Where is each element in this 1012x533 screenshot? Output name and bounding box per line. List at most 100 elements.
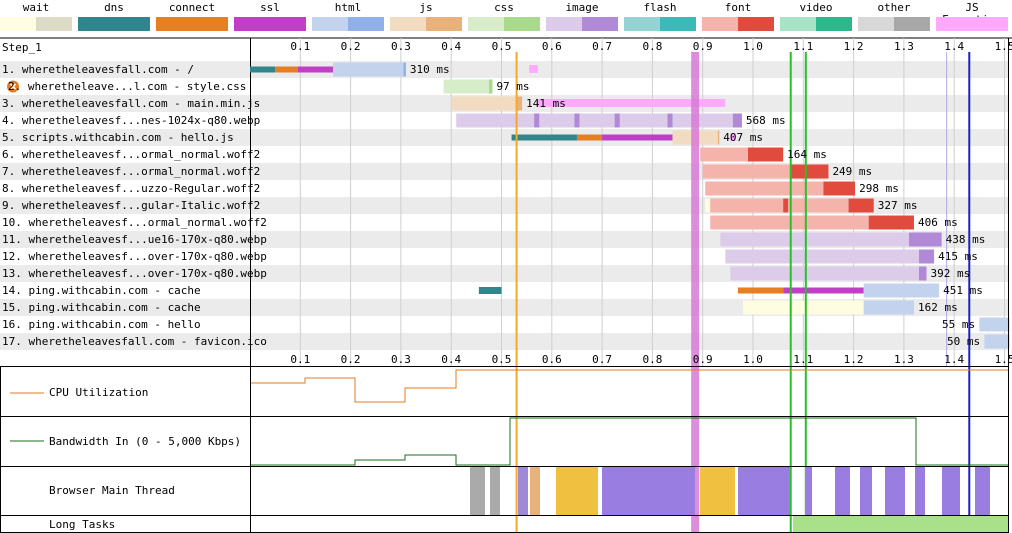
legend-label: connect xyxy=(168,1,216,14)
tick-label-bottom: 0.5 xyxy=(491,353,512,366)
request-label[interactable]: 12. wheretheleavesf...over-170x-q80.webp xyxy=(2,250,267,263)
request-label[interactable]: 9. wheretheleavesf...gular-Italic.woff2 xyxy=(2,199,261,212)
tick-label-top: 0.9 xyxy=(692,40,713,53)
main-thread-activity xyxy=(602,467,695,515)
bar-segment xyxy=(297,66,333,73)
legend-label: flash xyxy=(643,1,677,14)
row-band xyxy=(0,333,1008,350)
legend-label: js xyxy=(419,1,433,14)
tick-label-top: 0.6 xyxy=(541,40,562,53)
tick-label-top: 0.8 xyxy=(642,40,663,53)
bar-segment xyxy=(783,198,789,213)
request-label[interactable]: 1. wheretheleavesfall.com - / xyxy=(2,63,195,76)
bar-segment xyxy=(717,130,720,145)
bar-segment xyxy=(710,198,784,213)
tick-label-bottom: 0.7 xyxy=(592,353,613,366)
row-band xyxy=(0,316,1008,333)
request-bar xyxy=(984,334,1010,349)
request-bar xyxy=(705,198,874,213)
request-label[interactable]: 10. wheretheleavesf...ormal_normal.woff2 xyxy=(2,216,267,229)
tick-label-top: 1.1 xyxy=(793,40,814,53)
bar-segment xyxy=(868,215,914,230)
duration-label: 392 ms xyxy=(930,267,971,280)
bar-segment xyxy=(823,181,856,196)
bar-segment xyxy=(742,300,864,315)
legend-label: wait xyxy=(22,1,50,14)
bar-segment xyxy=(790,164,829,179)
request-label[interactable]: 5. scripts.withcabin.com - hello.js xyxy=(2,131,234,144)
bar-segment xyxy=(984,334,1010,349)
duration-label: 568 ms xyxy=(745,114,786,127)
request-label[interactable]: 4. wheretheleavesf...nes-1024x-q80.webp xyxy=(2,114,261,127)
js-execution-marker xyxy=(536,99,726,107)
main-thread-activity xyxy=(470,467,485,515)
duration-label: 327 ms xyxy=(877,199,918,212)
main-thread-activity xyxy=(556,467,598,515)
long-tasks-label: Long Tasks xyxy=(49,518,116,531)
request-label[interactable]: 14. ping.withcabin.com - cache xyxy=(2,284,201,297)
main-thread-activity xyxy=(835,467,850,515)
bar-segment xyxy=(614,113,620,128)
request-label[interactable]: 17. wheretheleavesfall.com - favicon.ico xyxy=(2,335,267,348)
tick-label-top: 1.4 xyxy=(944,40,965,53)
bar-segment xyxy=(788,198,849,213)
js-execution-marker xyxy=(529,65,538,73)
tick-label-bottom: 1.2 xyxy=(843,353,864,366)
tick-label-top: 0.3 xyxy=(390,40,411,53)
bar-segment xyxy=(443,79,489,94)
bar-segment xyxy=(730,266,919,281)
tick-label-bottom: 0.2 xyxy=(340,353,361,366)
request-bar xyxy=(451,96,523,111)
bar-segment xyxy=(747,147,784,162)
legend-swatch xyxy=(546,17,618,31)
request-bar xyxy=(737,283,940,298)
legend-video: video xyxy=(780,0,852,32)
bar-segment xyxy=(783,287,864,294)
bandwidth-line xyxy=(251,417,1008,466)
request-label[interactable]: 15. ping.withcabin.com - cache xyxy=(2,301,201,314)
bar-segment xyxy=(908,232,942,247)
bar-segment xyxy=(667,113,673,128)
request-label[interactable]: 16. ping.withcabin.com - hello xyxy=(2,318,201,331)
bar-segment xyxy=(848,198,874,213)
tick-label-top: 0.1 xyxy=(290,40,311,53)
bar-segment xyxy=(863,300,914,315)
request-label[interactable]: 13. wheretheleavesf...over-170x-q80.webp xyxy=(2,267,267,280)
legend-swatch xyxy=(234,17,306,31)
request-label[interactable]: 11. wheretheleavesf...ue16-170x-q80.webp xyxy=(2,233,267,246)
request-label[interactable]: 7. wheretheleavesf...ormal_normal.woff2 xyxy=(2,165,261,178)
duration-label: 50 ms xyxy=(947,335,981,348)
bar-segment xyxy=(576,134,603,141)
request-bar xyxy=(710,215,914,230)
bar-segment xyxy=(275,66,298,73)
legend-connect: connect xyxy=(156,0,228,32)
duration-label: 407 ms xyxy=(723,131,764,144)
request-bar xyxy=(725,249,935,264)
duration-label: 162 ms xyxy=(917,301,958,314)
legend-label: ssl xyxy=(260,1,280,14)
legend-wait: wait xyxy=(0,0,72,32)
request-label[interactable]: 3. wheretheleavesfall.com - main.min.js xyxy=(2,97,261,110)
tick-label-top: 1.5 xyxy=(994,40,1012,53)
row-band xyxy=(0,61,1008,78)
tick-label-bottom: 0.9 xyxy=(692,353,713,366)
bar-segment xyxy=(863,283,940,298)
request-label[interactable]: 6. wheretheleavesf...ormal_normal.woff2 xyxy=(2,148,261,161)
bandwidth-label: Bandwidth In (0 - 5,000 Kbps) xyxy=(49,435,242,448)
duration-label: 415 ms xyxy=(938,250,978,263)
bar-segment xyxy=(478,287,502,294)
legend-label: other xyxy=(877,1,911,14)
duration-label: 141 ms xyxy=(526,97,566,110)
request-bar xyxy=(730,266,927,281)
legend-swatch xyxy=(936,17,1008,31)
legend-swatch xyxy=(0,17,72,31)
bar-segment xyxy=(979,317,1010,332)
legend-swatch xyxy=(702,17,774,31)
duration-label: 55 ms xyxy=(942,318,976,331)
main-thread-activity xyxy=(518,467,528,515)
legend-css: css xyxy=(468,0,540,32)
bar-segment xyxy=(516,96,523,111)
request-label[interactable]: 8. wheretheleavesf...uzzo-Regular.woff2 xyxy=(2,182,261,195)
request-label[interactable]: 2. wheretheleave...l.com - style.css xyxy=(8,80,247,93)
